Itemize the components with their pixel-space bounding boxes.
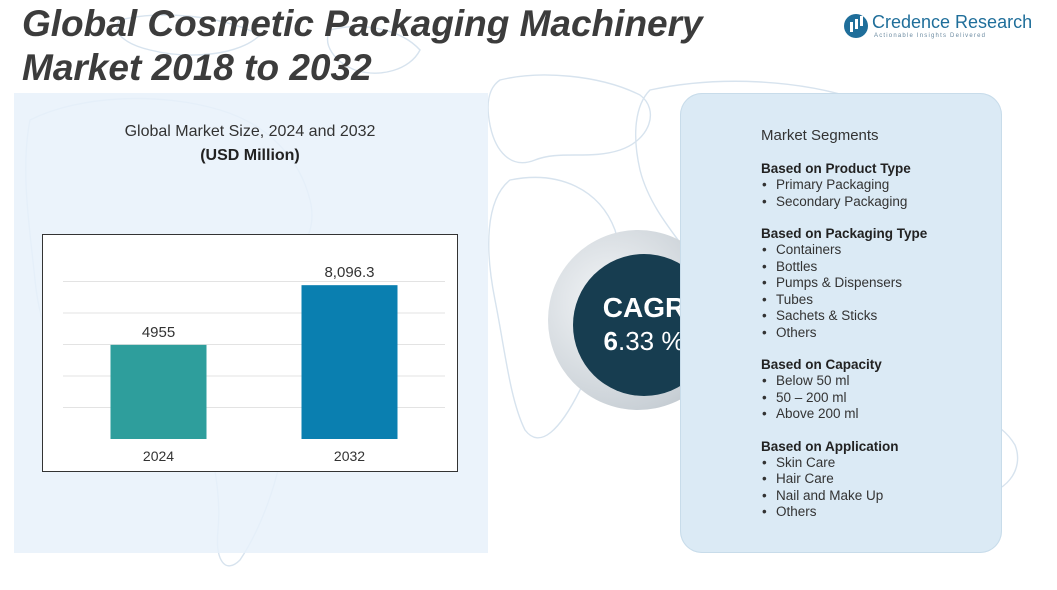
chart-subtitle: (USD Million) — [200, 147, 300, 164]
chart-title: Global Market Size, 2024 and 2032 — [124, 123, 376, 140]
bar-2024 — [110, 344, 207, 439]
bar-2032 — [301, 285, 398, 439]
segment-item: Others — [761, 325, 1001, 342]
segment-item: 50 – 200 ml — [761, 390, 1001, 407]
logo-name: Credence Research — [872, 12, 1033, 32]
bar-value-label: 8,096.3 — [324, 264, 374, 281]
credence-research-logo: Credence Research Actionable Insights De… — [844, 12, 1044, 42]
segment-heading: Based on Capacity — [761, 357, 882, 372]
cagr-value-int: 6 — [603, 326, 618, 356]
bar-chart-svg: 4955 2024 8,096.3 2032 — [63, 264, 445, 464]
segment-group: Based on Product TypePrimary PackagingSe… — [761, 161, 1001, 210]
cagr-value: 6.33 % — [573, 326, 715, 357]
logo-tagline: Actionable Insights Delivered — [874, 33, 987, 39]
bar-chart: 4955 2024 8,096.3 2032 — [42, 234, 458, 472]
segments-list: Based on Product TypePrimary PackagingSe… — [761, 161, 1001, 537]
segment-item: Primary Packaging — [761, 177, 1001, 194]
segment-group: Based on Packaging TypeContainersBottles… — [761, 226, 1001, 341]
bar-value-label: 4955 — [142, 324, 175, 341]
segment-item: Bottles — [761, 259, 1001, 276]
segments-title: Market Segments — [761, 127, 879, 144]
bar-chart-logo-icon — [844, 14, 868, 38]
segment-heading: Based on Product Type — [761, 161, 911, 176]
segment-item: Sachets & Sticks — [761, 308, 1001, 325]
segment-group: Based on CapacityBelow 50 ml50 – 200 mlA… — [761, 357, 1001, 423]
page-title: Global Cosmetic Packaging Machinery Mark… — [22, 3, 703, 88]
x-tick-label: 2024 — [143, 448, 174, 464]
segment-item: Others — [761, 504, 1001, 521]
segment-item: Secondary Packaging — [761, 194, 1001, 211]
x-tick-label: 2032 — [334, 448, 365, 464]
segment-item: Containers — [761, 242, 1001, 259]
segment-heading: Based on Application — [761, 438, 899, 454]
segment-item: Nail and Make Up — [761, 488, 1001, 505]
segment-item: Pumps & Dispensers — [761, 275, 1001, 292]
cagr-value-rest: .33 % — [617, 326, 685, 356]
segment-item: Below 50 ml — [761, 373, 1001, 390]
segment-group: Based on ApplicationSkin CareHair CareNa… — [761, 439, 1001, 521]
segment-item: Above 200 ml — [761, 406, 1001, 423]
segment-item: Tubes — [761, 292, 1001, 309]
segment-heading: Based on Packaging Type — [761, 226, 928, 241]
segment-item: Skin Care — [761, 455, 1001, 472]
cagr-label: CAGR — [602, 292, 686, 323]
segment-item: Hair Care — [761, 471, 1001, 488]
